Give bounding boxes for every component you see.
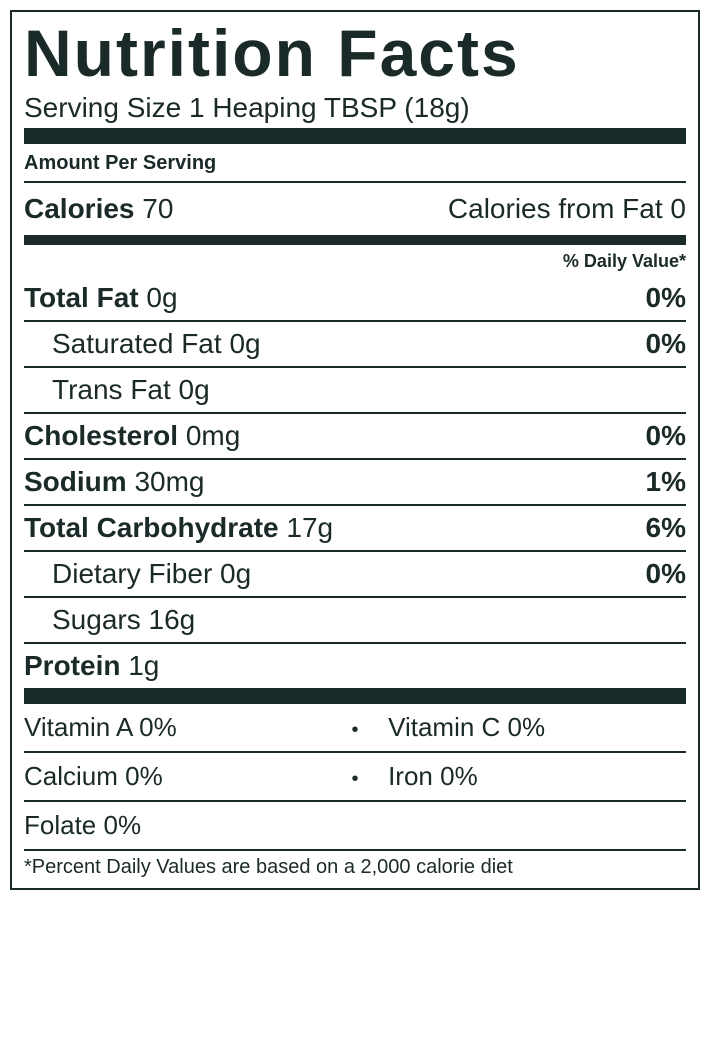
nutrient-pct: 0% xyxy=(646,558,686,590)
dv-header: % Daily Value* xyxy=(24,245,686,276)
nutrient-left: Dietary Fiber 0g xyxy=(52,558,251,590)
calories-left: Calories 70 xyxy=(24,193,173,225)
nutrient-value: 30mg xyxy=(134,466,204,497)
nutrient-value: 0mg xyxy=(186,420,240,451)
nutrient-name: Trans Fat xyxy=(52,374,179,405)
nutrient-row: Cholesterol 0mg 0% xyxy=(24,412,686,458)
nutrient-name: Protein xyxy=(24,650,128,681)
nutrient-value: 0g xyxy=(146,282,177,313)
nutrient-name: Cholesterol xyxy=(24,420,186,451)
nutrients-list: Total Fat 0g 0% Saturated Fat 0g 0% Trans Fa… xyxy=(24,276,686,688)
nutrient-left: Sugars 16g xyxy=(52,604,195,636)
nutrient-left: Trans Fat 0g xyxy=(52,374,210,406)
nutrient-pct: 1% xyxy=(646,466,686,498)
calories-from-fat-value: 0 xyxy=(670,193,686,224)
med-bar-1 xyxy=(24,235,686,245)
vitamin-row: Vitamin A 0%•Vitamin C 0% xyxy=(24,704,686,751)
nutrient-name: Total Carbohydrate xyxy=(24,512,286,543)
calories-row: Calories 70 Calories from Fat 0 xyxy=(24,183,686,235)
nutrient-name: Sugars xyxy=(52,604,149,635)
title: Nutrition Facts xyxy=(24,20,686,88)
vitamin-right: Iron 0% xyxy=(388,761,686,792)
calories-value: 70 xyxy=(142,193,173,224)
vitamin-right: Vitamin C 0% xyxy=(388,712,686,743)
nutrient-left: Total Fat 0g xyxy=(24,282,178,314)
calories-label: Calories xyxy=(24,193,135,224)
nutrient-pct: 6% xyxy=(646,512,686,544)
vitamin-left: Vitamin A 0% xyxy=(24,712,322,743)
nutrient-left: Cholesterol 0mg xyxy=(24,420,240,452)
nutrient-name: Saturated Fat xyxy=(52,328,229,359)
nutrient-row: Total Carbohydrate 17g 6% xyxy=(24,504,686,550)
nutrient-name: Sodium xyxy=(24,466,134,497)
nutrient-left: Saturated Fat 0g xyxy=(52,328,261,360)
nutrient-value: 0g xyxy=(229,328,260,359)
nutrient-value: 17g xyxy=(286,512,333,543)
nutrient-pct: 0% xyxy=(646,282,686,314)
nutrient-row: Sodium 30mg 1% xyxy=(24,458,686,504)
bullet-separator: • xyxy=(322,768,388,791)
nutrient-value: 0g xyxy=(220,558,251,589)
vitamin-left: Folate 0% xyxy=(24,810,322,841)
nutrient-row: Protein 1g xyxy=(24,642,686,688)
nutrient-row: Sugars 16g xyxy=(24,596,686,642)
vitamin-left: Calcium 0% xyxy=(24,761,322,792)
nutrient-left: Sodium 30mg xyxy=(24,466,205,498)
nutrient-left: Total Carbohydrate 17g xyxy=(24,512,333,544)
footnote: *Percent Daily Values are based on a 2,0… xyxy=(24,849,686,882)
nutrition-label: Nutrition Facts Serving Size 1 Heaping T… xyxy=(10,10,700,890)
vitamins-list: Vitamin A 0%•Vitamin C 0%Calcium 0%•Iron… xyxy=(24,704,686,849)
nutrient-left: Protein 1g xyxy=(24,650,159,682)
thick-bar-2 xyxy=(24,688,686,704)
calories-from-fat-label: Calories from Fat xyxy=(448,193,663,224)
nutrient-row: Total Fat 0g 0% xyxy=(24,276,686,320)
bullet-separator: • xyxy=(322,719,388,742)
nutrient-row: Trans Fat 0g xyxy=(24,366,686,412)
nutrient-pct: 0% xyxy=(646,328,686,360)
nutrient-row: Saturated Fat 0g 0% xyxy=(24,320,686,366)
nutrient-value: 1g xyxy=(128,650,159,681)
vitamin-row: Calcium 0%•Iron 0% xyxy=(24,751,686,800)
nutrient-row: Dietary Fiber 0g 0% xyxy=(24,550,686,596)
thick-bar-1 xyxy=(24,128,686,144)
amount-per-serving: Amount Per Serving xyxy=(24,144,686,181)
vitamin-row: Folate 0% xyxy=(24,800,686,849)
nutrient-name: Dietary Fiber xyxy=(52,558,220,589)
nutrient-name: Total Fat xyxy=(24,282,146,313)
nutrient-value: 16g xyxy=(149,604,196,635)
serving-size: Serving Size 1 Heaping TBSP (18g) xyxy=(24,88,686,128)
calories-from-fat: Calories from Fat 0 xyxy=(448,193,686,225)
nutrient-pct: 0% xyxy=(646,420,686,452)
nutrient-value: 0g xyxy=(179,374,210,405)
